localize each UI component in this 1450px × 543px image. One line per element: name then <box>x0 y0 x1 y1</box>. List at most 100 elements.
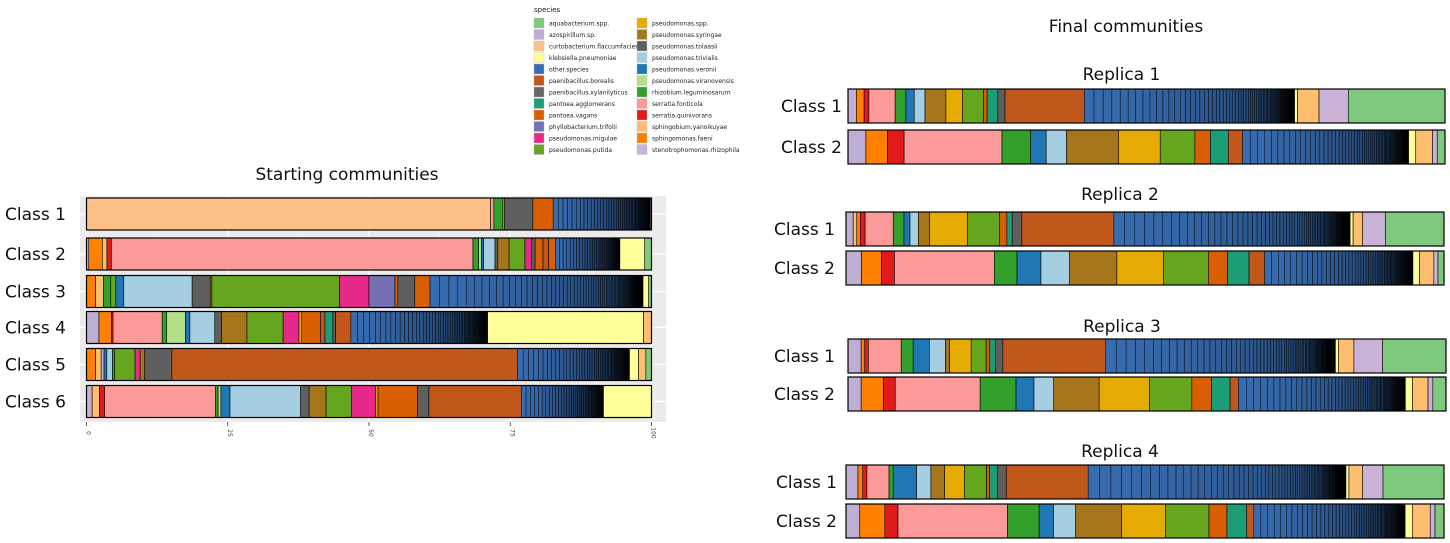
other-species-sliver <box>579 197 585 231</box>
other-species-sliver <box>1288 338 1292 374</box>
other-species-sliver <box>1361 503 1365 539</box>
other-species-sliver <box>447 311 451 344</box>
other-species-sliver <box>1347 376 1352 412</box>
bar-segment-aquabacterium-spp <box>1437 250 1445 286</box>
other-species-sliver <box>1283 129 1291 165</box>
other-species-sliver <box>412 311 417 344</box>
bar-segment-serratia-quinivorans <box>887 129 905 165</box>
other-species-sliver <box>583 275 587 308</box>
legend-label: paenibacillus.xylanilyticus <box>549 90 628 97</box>
other-species-sliver <box>1219 88 1224 124</box>
bar-segment-serratia-quinivorans <box>882 376 896 412</box>
other-species-sliver <box>1215 338 1222 374</box>
bar-segment-pseudomonas-spp <box>949 338 972 374</box>
bar-segment-serratia-quinivorans <box>884 503 899 539</box>
other-species-sliver <box>569 237 574 271</box>
other-species-sliver <box>357 311 364 344</box>
bar-segment-pseudomonas-trivialis <box>1045 129 1067 165</box>
other-species-sliver <box>606 348 609 381</box>
other-species-sliver <box>624 197 627 231</box>
other-species-sliver <box>1121 464 1132 500</box>
bar-segment-pseudomonas-tolaasii <box>417 385 430 418</box>
bar-segment-other-species <box>1087 464 1347 500</box>
other-species-sliver <box>1290 338 1294 374</box>
bar-segment-pseudomonas-syringae <box>945 338 950 374</box>
other-species-sliver <box>350 311 358 344</box>
legend-label: pantoea.agglomerans <box>549 101 615 108</box>
bar-segment-pseudomonas-migulae <box>134 348 141 381</box>
other-species-sliver <box>1248 464 1254 500</box>
other-species-sliver <box>1295 129 1301 165</box>
other-species-sliver <box>587 197 592 231</box>
bar-segment-serratia-fonticola <box>894 250 995 286</box>
other-species-sliver <box>1335 376 1340 412</box>
legend-swatch <box>533 98 545 109</box>
other-species-sliver <box>1362 376 1366 412</box>
bar-segment-pseudomonas-syringae <box>1069 250 1118 286</box>
bar-segment-aquabacterium-spp <box>1436 129 1446 165</box>
bar-segment-pseudomonas-veronii <box>481 237 484 271</box>
other-species-sliver <box>1296 376 1303 412</box>
other-species-sliver <box>1127 88 1136 124</box>
other-species-sliver <box>435 311 439 344</box>
other-species-sliver <box>1261 464 1266 500</box>
bar-segment-pseudomonas-trivialis <box>123 275 193 308</box>
bar-segment-pseudomonas-spp <box>945 88 963 124</box>
other-species-sliver <box>604 237 607 271</box>
bar-segment-other-species <box>521 385 604 418</box>
other-species-sliver <box>1243 88 1247 124</box>
other-species-sliver <box>1267 503 1275 539</box>
bar-segment-stenotrophomonas-rhizophila <box>1362 211 1386 247</box>
other-species-sliver <box>627 197 630 231</box>
other-species-sliver <box>1194 211 1202 247</box>
other-species-sliver <box>1240 88 1244 124</box>
legend-label: pseudomonas.veronii <box>652 67 717 74</box>
bar-segment-pseudomonas-spp <box>1121 503 1166 539</box>
bar-segment-pseudomonas-veronii <box>892 464 917 500</box>
bar-segment-pseudomonas-syringae <box>497 237 510 271</box>
bar-outline <box>85 197 653 231</box>
other-species-sliver <box>1286 338 1290 374</box>
other-species-sliver <box>439 275 450 308</box>
other-species-sliver <box>1321 250 1327 286</box>
bar-segment-pseudomonas-veronii <box>1030 129 1047 165</box>
other-species-sliver <box>1105 338 1117 374</box>
other-species-sliver <box>1291 503 1298 539</box>
bar-segment-sphingobium-yanoikuyae <box>91 385 100 418</box>
other-species-sliver <box>1371 503 1375 539</box>
bar-segment-sphingomonas-faeni <box>856 88 865 124</box>
other-species-sliver <box>576 348 580 381</box>
bar-segment-rhizobium-leguminosarum <box>1007 503 1040 539</box>
bar-segment-pseudomonas-spp <box>298 311 303 344</box>
bar-segment-sphingobium-yanoikuyae <box>95 348 102 381</box>
other-species-sliver <box>1296 338 1300 374</box>
other-species-sliver <box>1373 503 1376 539</box>
other-species-sliver <box>1358 376 1362 412</box>
other-species-sliver <box>1252 88 1255 124</box>
other-species-sliver <box>602 275 605 308</box>
bar-outline <box>845 211 1445 247</box>
other-species-sliver <box>585 385 588 418</box>
bar-segment-pseudomonas-syringae <box>1053 376 1100 412</box>
other-species-sliver <box>563 348 567 381</box>
other-species-sliver <box>622 197 625 231</box>
other-species-sliver <box>1345 250 1350 286</box>
bar-segment-pseudomonas-putida <box>970 338 987 374</box>
bar-segment-paenibacillus-borealis <box>1005 464 1089 500</box>
bar-segment-stenotrophomonas-rhizophila <box>1429 503 1436 539</box>
bar-segment-stenotrophomonas-rhizophila <box>100 348 105 381</box>
bar-segment-pantoea-vagans <box>986 464 990 500</box>
legend-label: curtobacterium.flaccumfaciens <box>549 44 642 51</box>
other-species-sliver <box>1375 503 1378 539</box>
legend-swatch <box>533 109 545 121</box>
bar-segment-paenibacillus-borealis <box>171 348 518 381</box>
other-species-sliver <box>1185 88 1191 124</box>
bar-segment-pantoea-agglomerans <box>324 311 334 344</box>
category-label: Class 1 <box>774 347 835 367</box>
other-species-sliver <box>598 348 601 381</box>
other-species-sliver <box>1338 376 1343 412</box>
other-species-sliver <box>1290 464 1294 500</box>
other-species-sliver <box>559 348 564 381</box>
bar-segment-rhizobium-leguminosarum <box>894 88 907 124</box>
